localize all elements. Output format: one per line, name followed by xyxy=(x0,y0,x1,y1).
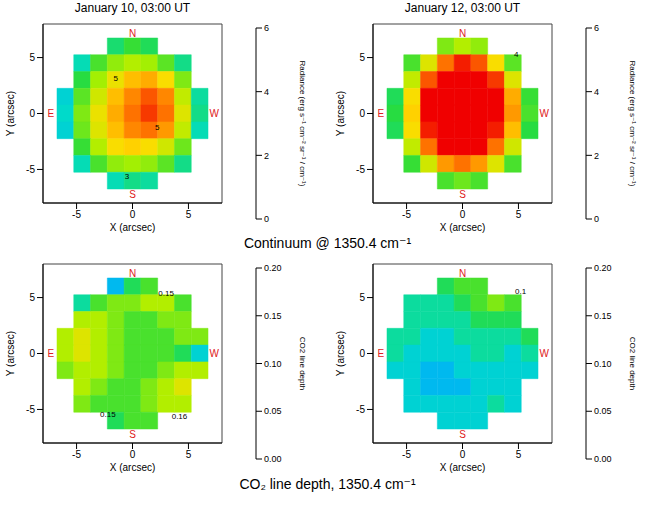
svg-text:Y (arcsec): Y (arcsec) xyxy=(335,91,346,136)
svg-text:0.05: 0.05 xyxy=(264,406,282,416)
svg-text:N: N xyxy=(459,268,466,279)
svg-text:2: 2 xyxy=(594,151,599,161)
svg-text:-5: -5 xyxy=(402,449,411,460)
svg-text:5: 5 xyxy=(359,292,365,303)
svg-text:W: W xyxy=(209,108,219,119)
svg-text:W: W xyxy=(539,348,549,359)
svg-text:0: 0 xyxy=(130,209,136,220)
svg-text:N: N xyxy=(459,28,466,39)
svg-text:E: E xyxy=(377,348,384,359)
svg-text:0.00: 0.00 xyxy=(264,454,282,464)
svg-text:6: 6 xyxy=(594,23,599,33)
html-text:January 10, 03:00 UT: January 10, 03:00 UT xyxy=(74,1,191,15)
svg-text:Y (arcsec): Y (arcsec) xyxy=(335,331,346,376)
svg-text:5: 5 xyxy=(359,52,365,63)
svg-text:0: 0 xyxy=(29,348,35,359)
svg-text:Radiance (erg s⁻¹ cm⁻² sr⁻¹ /: Radiance (erg s⁻¹ cm⁻² sr⁻¹ / cm⁻¹) xyxy=(628,61,637,187)
svg-text:0.16: 0.16 xyxy=(172,412,188,421)
html-text:CO₂ line depth, 1350.4 cm⁻¹: CO₂ line depth, 1350.4 cm⁻¹ xyxy=(239,476,416,492)
svg-text:S: S xyxy=(129,189,136,200)
svg-text:S: S xyxy=(459,189,466,200)
svg-text:X (arcsec): X (arcsec) xyxy=(110,222,156,233)
svg-text:0.15: 0.15 xyxy=(100,410,116,419)
svg-text:5: 5 xyxy=(186,449,192,460)
svg-text:5: 5 xyxy=(29,292,35,303)
svg-text:4: 4 xyxy=(264,87,269,97)
svg-text:E: E xyxy=(377,108,384,119)
svg-text:0.15: 0.15 xyxy=(158,289,174,298)
svg-text:Y (arcsec): Y (arcsec) xyxy=(5,331,16,376)
svg-text:4: 4 xyxy=(514,50,519,59)
svg-text:-5: -5 xyxy=(72,209,81,220)
svg-text:E: E xyxy=(47,108,54,119)
svg-text:W: W xyxy=(209,348,219,359)
svg-text:5: 5 xyxy=(113,74,118,83)
svg-text:0: 0 xyxy=(359,348,365,359)
html-text:Continuum @ 1350.4 cm⁻¹: Continuum @ 1350.4 cm⁻¹ xyxy=(243,235,412,251)
svg-text:0: 0 xyxy=(594,214,599,224)
svg-text:E: E xyxy=(47,348,54,359)
svg-text:0.00: 0.00 xyxy=(594,454,612,464)
svg-text:X (arcsec): X (arcsec) xyxy=(110,462,156,473)
svg-text:0: 0 xyxy=(29,108,35,119)
svg-text:0: 0 xyxy=(130,449,136,460)
svg-text:N: N xyxy=(129,28,136,39)
svg-text:0.20: 0.20 xyxy=(594,263,612,273)
svg-text:X (arcsec): X (arcsec) xyxy=(440,462,486,473)
svg-text:0.05: 0.05 xyxy=(594,406,612,416)
svg-text:X (arcsec): X (arcsec) xyxy=(440,222,486,233)
svg-text:0.15: 0.15 xyxy=(264,311,282,321)
svg-text:-5: -5 xyxy=(402,209,411,220)
svg-text:-5: -5 xyxy=(356,164,365,175)
svg-text:-5: -5 xyxy=(26,164,35,175)
svg-text:W: W xyxy=(539,108,549,119)
svg-text:6: 6 xyxy=(264,23,269,33)
svg-text:Y (arcsec): Y (arcsec) xyxy=(5,91,16,136)
svg-text:CO2 line depth: CO2 line depth xyxy=(628,337,637,390)
svg-text:4: 4 xyxy=(594,87,599,97)
svg-text:0.15: 0.15 xyxy=(594,311,612,321)
svg-text:3: 3 xyxy=(125,172,130,181)
svg-text:5: 5 xyxy=(516,209,522,220)
svg-text:0.1: 0.1 xyxy=(515,287,527,296)
svg-text:-5: -5 xyxy=(26,404,35,415)
svg-text:5: 5 xyxy=(29,52,35,63)
svg-text:Radiance (erg s⁻¹ cm⁻² sr⁻¹ /: Radiance (erg s⁻¹ cm⁻² sr⁻¹ / cm⁻¹) xyxy=(298,61,307,187)
svg-text:0: 0 xyxy=(264,214,269,224)
svg-text:0: 0 xyxy=(460,209,466,220)
svg-text:0: 0 xyxy=(359,108,365,119)
svg-text:S: S xyxy=(129,429,136,440)
svg-text:2: 2 xyxy=(264,151,269,161)
svg-text:5: 5 xyxy=(155,123,160,132)
svg-text:5: 5 xyxy=(186,209,192,220)
svg-text:0.10: 0.10 xyxy=(264,359,282,369)
svg-text:0.10: 0.10 xyxy=(594,359,612,369)
svg-text:5: 5 xyxy=(516,449,522,460)
html-text:January 12, 03:00 UT: January 12, 03:00 UT xyxy=(404,1,521,15)
svg-text:S: S xyxy=(459,429,466,440)
svg-text:-5: -5 xyxy=(72,449,81,460)
svg-text:0.20: 0.20 xyxy=(264,263,282,273)
svg-text:-5: -5 xyxy=(356,404,365,415)
svg-text:0: 0 xyxy=(460,449,466,460)
svg-text:CO2 line depth: CO2 line depth xyxy=(298,337,307,390)
svg-text:N: N xyxy=(129,268,136,279)
